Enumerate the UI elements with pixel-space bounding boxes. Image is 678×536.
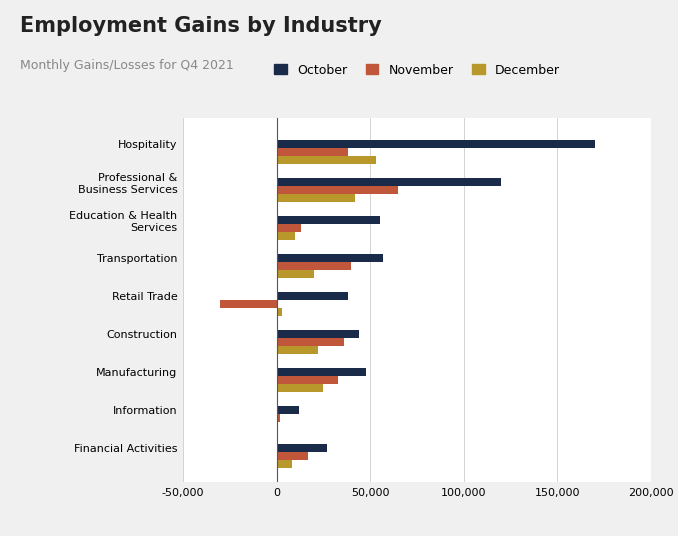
Text: Employment Gains by Industry: Employment Gains by Industry <box>20 16 382 36</box>
Bar <box>277 452 308 459</box>
Bar <box>277 422 279 430</box>
Legend: October, November, December: October, November, December <box>269 58 565 81</box>
Bar <box>277 384 323 392</box>
Bar <box>277 157 376 164</box>
Text: Monthly Gains/Losses for Q4 2021: Monthly Gains/Losses for Q4 2021 <box>20 59 234 72</box>
Bar <box>277 460 292 467</box>
Bar <box>277 232 296 240</box>
Bar <box>277 178 501 186</box>
Bar <box>220 300 277 308</box>
Bar <box>277 194 355 202</box>
Bar <box>277 224 301 232</box>
Bar <box>277 254 383 262</box>
Bar <box>277 338 344 346</box>
Bar <box>277 368 366 376</box>
Bar <box>277 148 348 156</box>
Bar <box>277 216 380 224</box>
Bar <box>277 308 282 316</box>
Bar <box>277 330 359 338</box>
Bar <box>277 376 338 384</box>
Bar <box>277 346 318 354</box>
Bar <box>277 414 281 422</box>
Bar <box>277 187 398 194</box>
Bar <box>277 292 348 300</box>
Bar <box>277 270 314 278</box>
Bar <box>277 406 299 414</box>
Bar <box>277 140 595 148</box>
Bar <box>277 444 327 452</box>
Bar <box>277 262 351 270</box>
